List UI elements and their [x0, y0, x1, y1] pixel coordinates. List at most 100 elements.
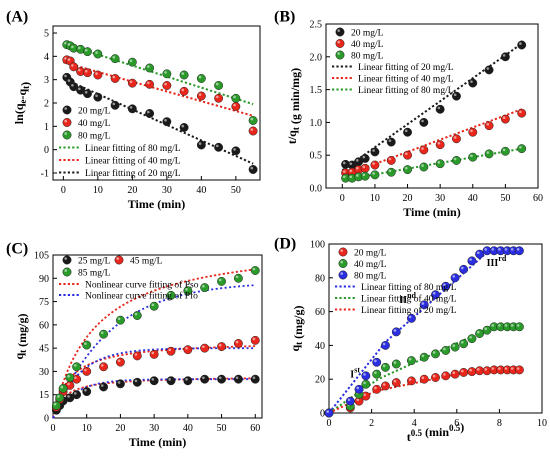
data-point-highlight: [452, 371, 456, 375]
data-point-highlight: [151, 303, 155, 307]
data-point: [452, 134, 461, 144]
y-tick-label: 3: [44, 75, 49, 86]
data-point: [231, 93, 241, 103]
data-point-highlight: [78, 87, 81, 91]
data-point: [406, 376, 416, 386]
data-point: [214, 93, 224, 103]
data-point: [110, 54, 120, 64]
x-tick-label: 20: [127, 185, 137, 196]
y-tick-label: 2.5: [310, 20, 323, 31]
data-point: [179, 86, 189, 96]
data-point-highlight: [84, 342, 87, 345]
data-point: [72, 362, 82, 372]
x-axis-title: Time (min): [129, 435, 186, 449]
data-point: [132, 377, 142, 387]
data-point-highlight: [421, 376, 425, 380]
data-point-highlight: [421, 147, 424, 150]
data-point-highlight: [388, 139, 392, 142]
data-point: [391, 359, 401, 369]
data-point-highlight: [519, 42, 522, 45]
data-point-highlight: [421, 302, 425, 305]
data-point-highlight: [374, 386, 377, 390]
data-point-highlight: [218, 343, 222, 347]
data-point: [452, 91, 461, 101]
data-point: [82, 387, 92, 397]
plot-area: [51, 266, 260, 419]
legend-label: 20 mg/L: [78, 106, 111, 116]
data-point: [115, 315, 125, 325]
x-tick-label: 0: [61, 185, 66, 196]
data-point: [217, 374, 226, 384]
y-tick-label: 1.5: [310, 85, 323, 96]
data-point-highlight: [498, 367, 501, 370]
data-point-highlight: [469, 335, 472, 339]
y-tick-label: 0: [320, 409, 325, 420]
x-tick-label: 10: [537, 418, 547, 429]
data-point-highlight: [216, 95, 219, 99]
data-point: [65, 373, 75, 383]
data-point-highlight: [233, 148, 236, 151]
data-point-highlight: [100, 331, 104, 335]
data-point-highlight: [356, 398, 360, 402]
data-point-highlight: [185, 346, 188, 350]
x-tick-label: 50: [231, 185, 241, 196]
data-point-highlight: [372, 149, 375, 152]
y-tick-label: 0.5: [310, 151, 323, 162]
y-tick-label: 100: [310, 240, 325, 251]
data-point: [324, 408, 334, 418]
x-tick-label: 50: [500, 193, 510, 204]
data-point: [127, 104, 137, 114]
data-point-highlight: [476, 368, 480, 371]
data-point-highlight: [363, 393, 366, 397]
legend-marker: [62, 255, 72, 265]
data-point: [475, 249, 485, 259]
data-point-highlight: [404, 166, 408, 170]
data-point-highlight: [95, 94, 98, 98]
data-point: [231, 102, 241, 111]
data-point: [435, 104, 445, 114]
data-point: [82, 340, 92, 350]
legend-label: Nonlinear curve fitting of Pso: [85, 279, 199, 290]
data-point-highlight: [216, 82, 219, 86]
data-point-highlight: [78, 46, 81, 50]
data-point: [419, 374, 429, 384]
data-point-highlight: [421, 164, 424, 167]
legend-marker: [62, 267, 72, 277]
data-point-highlight: [216, 144, 219, 148]
data-point-highlight: [71, 45, 74, 49]
data-point-highlight: [362, 155, 366, 159]
y-tick-label: -1: [41, 169, 49, 180]
data-point: [435, 159, 445, 169]
data-point-highlight: [185, 378, 188, 381]
data-point: [162, 117, 172, 127]
stage-annotation: IIIrd: [487, 254, 507, 269]
plot-area: [341, 40, 527, 183]
data-point-highlight: [168, 348, 171, 352]
fit-curve: [52, 268, 256, 419]
data-point: [233, 339, 243, 348]
data-point-highlight: [491, 248, 495, 251]
data-point-highlight: [349, 169, 353, 173]
data-point: [452, 155, 461, 165]
data-point-highlight: [147, 110, 150, 114]
data-point-highlight: [117, 359, 121, 363]
data-point: [200, 343, 210, 353]
data-point-highlight: [443, 373, 446, 376]
data-point: [145, 109, 155, 118]
y-tick-label: 80: [315, 273, 325, 284]
data-point-highlight: [437, 106, 441, 110]
data-point-highlight: [164, 71, 167, 74]
data-point-highlight: [362, 173, 366, 177]
data-point-highlight: [519, 110, 522, 114]
data-point-highlight: [453, 157, 457, 161]
data-point-highlight: [235, 376, 239, 380]
legend-label: Linear fitting of 40 mg/L: [358, 73, 454, 84]
data-point-highlight: [408, 315, 412, 319]
legend-label: 40 mg/L: [78, 119, 111, 129]
x-tick-label: 0: [340, 193, 345, 204]
data-point: [484, 121, 494, 131]
data-point-highlight: [112, 75, 116, 79]
data-point-highlight: [504, 367, 508, 370]
data-point-highlight: [382, 342, 386, 346]
